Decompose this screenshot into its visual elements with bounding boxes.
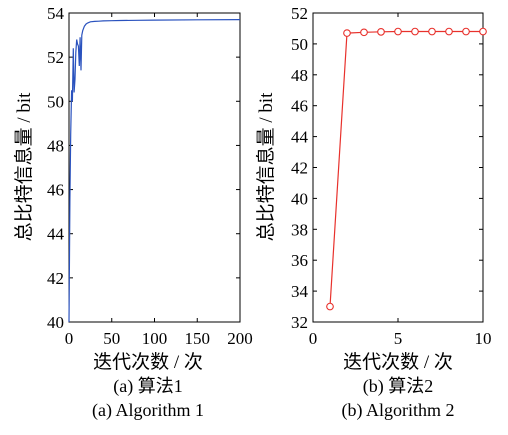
- right-data-point: [343, 29, 351, 37]
- right-y-tick-label: 36: [291, 251, 308, 270]
- right-y-tick-label: 44: [291, 128, 309, 147]
- right-subplot-label-en: (b) Algorithm 2: [342, 400, 455, 421]
- right-y-tick-label: 48: [291, 66, 308, 85]
- right-y-tick-label: 40: [291, 189, 308, 208]
- chart-left: 0 50 100 150 200 40 42 44 46 48 50 52 54 迭代次数 / 次 总比…: [13, 4, 253, 421]
- right-x-tick-label: 10: [475, 329, 492, 348]
- left-ticks: 0 50 100 150 200 40 42 44 46 48 50 52 54: [47, 4, 253, 348]
- left-y-tick-label: 42: [47, 269, 64, 288]
- right-data-point: [428, 27, 436, 36]
- right-y-axis-label: 总比特信息量 / bit: [255, 92, 277, 242]
- left-y-tick-label: 48: [47, 136, 64, 155]
- right-y-tick-label: 38: [291, 220, 308, 239]
- right-y-tick-label: 46: [291, 97, 308, 116]
- left-subplot-label: (a) 算法1: [113, 376, 182, 397]
- right-series: [326, 27, 487, 311]
- right-data-point: [462, 27, 470, 36]
- right-subplot-label: (b) 算法2: [363, 376, 434, 397]
- left-y-tick-label: 44: [47, 225, 65, 244]
- left-y-tick-label: 46: [47, 181, 64, 200]
- right-data-point: [479, 27, 487, 36]
- right-y-tick-label: 50: [291, 35, 308, 54]
- right-data-point: [360, 28, 368, 37]
- right-ticks: 0 5 10 32 34 36 38 40 42 44 46 48 50 52: [291, 4, 492, 348]
- left-y-tick-label: 50: [47, 92, 64, 111]
- right-x-tick-label: 0: [309, 329, 318, 348]
- left-x-tick-label: 100: [142, 329, 168, 348]
- left-y-tick-label: 52: [47, 48, 64, 67]
- left-y-tick-label: 54: [47, 4, 65, 23]
- right-y-tick-label: 34: [291, 282, 309, 301]
- right-data-point: [445, 27, 453, 36]
- right-x-axis-label: 迭代次数 / 次: [343, 351, 453, 373]
- right-data-point: [411, 27, 419, 36]
- right-series-line: [329, 30, 483, 307]
- right-y-tick-label: 52: [291, 4, 308, 23]
- right-y-tick-label: 42: [291, 159, 308, 178]
- left-subplot-label-en: (a) Algorithm 1: [92, 400, 204, 421]
- left-x-axis-label: 迭代次数 / 次: [93, 351, 203, 373]
- left-series-line: [68, 19, 241, 323]
- left-y-axis-label: 总比特信息量 / bit: [13, 92, 35, 242]
- left-series: [68, 19, 241, 323]
- right-data-point: [326, 302, 334, 311]
- left-y-tick-label: 40: [47, 313, 64, 332]
- left-x-tick-label: 0: [65, 329, 74, 348]
- right-y-tick-label: 32: [291, 313, 308, 332]
- left-x-tick-label: 200: [227, 329, 253, 348]
- right-data-point: [394, 27, 402, 36]
- left-x-tick-label: 150: [185, 329, 211, 348]
- right-x-tick-label: 5: [394, 329, 403, 348]
- right-data-point: [377, 27, 385, 36]
- left-plot-frame: [68, 12, 241, 323]
- left-x-tick-label: 50: [103, 329, 120, 348]
- chart-right: 0 5 10 32 34 36 38 40 42 44 46 48 50 52 迭代次数 / 次 总比特信…: [255, 4, 492, 421]
